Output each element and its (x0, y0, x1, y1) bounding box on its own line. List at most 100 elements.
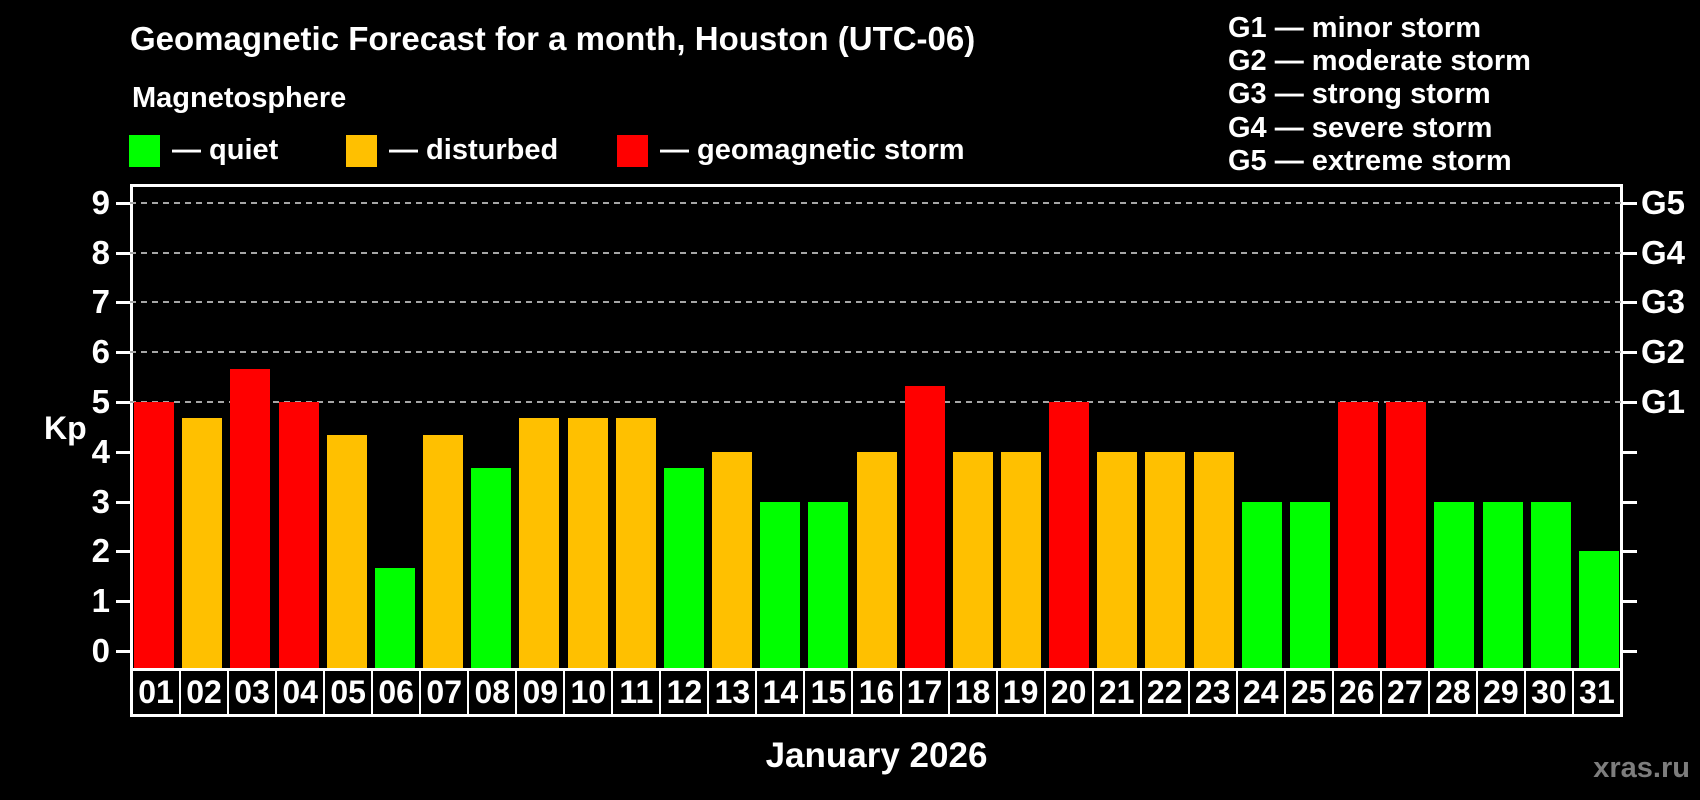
chart-subtitle: Magnetosphere (132, 82, 347, 114)
day-label-21: 21 (1094, 671, 1142, 714)
watermark: xras.ru (1593, 752, 1690, 784)
y-axis-line-right (1620, 184, 1623, 668)
y-tick-label-5: 5 (91, 383, 110, 420)
legend-item-storm: — geomagnetic storm (617, 134, 965, 167)
day-label-29: 29 (1478, 671, 1526, 714)
right-axis-label-g4: G4 (1641, 233, 1686, 271)
day-label-07: 07 (421, 671, 470, 714)
right-axis-label-g1: G1 (1641, 383, 1686, 420)
y-tick-label-8: 8 (91, 233, 110, 271)
bar-day-10 (567, 418, 608, 668)
plot-top-border (130, 184, 1623, 187)
bar-day-05 (326, 435, 367, 668)
page-title: Geomagnetic Forecast for a month, Housto… (130, 20, 976, 57)
bar-day-11 (615, 418, 656, 668)
storm-scale-line-g4: G4 — severe storm (1228, 111, 1493, 144)
bar-day-15 (808, 501, 849, 668)
y-tick-left-3 (116, 500, 130, 504)
bar-day-14 (760, 501, 801, 668)
y-tick-left-7 (116, 301, 130, 305)
bar-day-26 (1338, 402, 1379, 668)
legend-item-quiet: — quiet (129, 134, 278, 167)
y-tick-right-0 (1623, 650, 1637, 653)
day-label-26: 26 (1334, 671, 1382, 714)
y-tick-right-9 (1623, 201, 1637, 205)
bar-day-01 (134, 402, 175, 668)
day-label-12: 12 (661, 671, 710, 714)
day-label-19: 19 (998, 671, 1046, 714)
day-label-04: 04 (277, 671, 326, 714)
bar-day-29 (1482, 501, 1523, 668)
y-tick-label-2: 2 (91, 532, 110, 570)
day-label-24: 24 (1238, 671, 1286, 714)
day-label-09: 09 (517, 671, 566, 714)
legend-label-quiet: — quiet (172, 134, 279, 166)
day-label-17: 17 (902, 671, 950, 714)
gridline-kp9 (130, 201, 1623, 204)
day-label-06: 06 (373, 671, 422, 714)
bar-day-21 (1097, 451, 1138, 668)
bar-day-08 (471, 468, 512, 668)
bar-day-03 (230, 368, 271, 668)
bar-day-07 (423, 435, 464, 668)
bar-day-25 (1289, 501, 1330, 668)
storm-scale-line-g3: G3 — strong storm (1228, 78, 1491, 111)
bar-day-23 (1193, 451, 1234, 668)
bar-day-22 (1145, 451, 1186, 668)
day-label-25: 25 (1286, 671, 1334, 714)
right-axis-label-g3: G3 (1641, 283, 1686, 321)
day-label-10: 10 (565, 671, 614, 714)
bar-day-18 (952, 451, 993, 668)
day-label-02: 02 (181, 671, 230, 714)
day-label-15: 15 (805, 671, 854, 714)
day-label-22: 22 (1142, 671, 1190, 714)
y-tick-right-7 (1623, 301, 1637, 305)
day-label-23: 23 (1190, 671, 1238, 714)
bar-day-30 (1530, 501, 1571, 668)
bar-day-04 (278, 402, 319, 668)
bar-day-02 (182, 418, 223, 668)
y-tick-label-1: 1 (91, 582, 110, 620)
gridline-kp7 (130, 301, 1623, 304)
storm-scale-legend: G1 — minor storm G2 — moderate storm G3 — … (1228, 12, 1531, 178)
legend-swatch-disturbed (346, 134, 377, 167)
y-tick-left-5 (116, 401, 130, 404)
day-label-27: 27 (1382, 671, 1430, 714)
y-tick-right-1 (1623, 600, 1637, 604)
gridline-kp5 (130, 401, 1623, 403)
day-label-20: 20 (1046, 671, 1094, 714)
day-label-11: 11 (613, 671, 662, 714)
day-label-31: 31 (1579, 674, 1615, 710)
legend-label-disturbed: — disturbed (389, 134, 559, 166)
y-tick-left-6 (116, 351, 130, 355)
gridline-kp8 (130, 251, 1623, 254)
bar-day-13 (712, 451, 753, 668)
legend-label-storm: — geomagnetic storm (660, 134, 965, 166)
day-label-01: 01 (133, 671, 182, 714)
y-tick-left-1 (116, 600, 130, 604)
bar-day-27 (1386, 402, 1427, 668)
right-axis-label-g5: G5 (1641, 183, 1686, 221)
x-axis-day-labels: 01 02 03 04 05 06 07 08 09 10 11 12 13 14 15 16 17 18 19 20… (130, 668, 1623, 717)
y-tick-label-3: 3 (91, 482, 110, 520)
storm-scale-line-g1: G1 — minor storm (1228, 12, 1481, 44)
day-label-16: 16 (853, 671, 902, 714)
day-label-08: 08 (469, 671, 518, 714)
y-tick-left-2 (116, 550, 130, 554)
y-tick-right-4 (1623, 450, 1637, 454)
y-tick-right-2 (1623, 550, 1637, 554)
y-tick-left-0 (116, 650, 130, 653)
storm-scale-line-g5: G5 — extreme storm (1228, 144, 1512, 177)
bar-day-09 (519, 418, 560, 668)
y-tick-left-4 (116, 450, 130, 454)
bar-day-17 (904, 385, 945, 668)
y-axis-title: Kp (44, 410, 87, 446)
bar-day-28 (1434, 501, 1475, 668)
legend-swatch-quiet (129, 134, 160, 167)
bar-day-31 (1578, 551, 1619, 668)
bar-day-06 (374, 567, 415, 668)
day-label-13: 13 (709, 671, 758, 714)
y-tick-right-6 (1623, 351, 1637, 355)
day-label-30: 30 (1526, 671, 1574, 714)
